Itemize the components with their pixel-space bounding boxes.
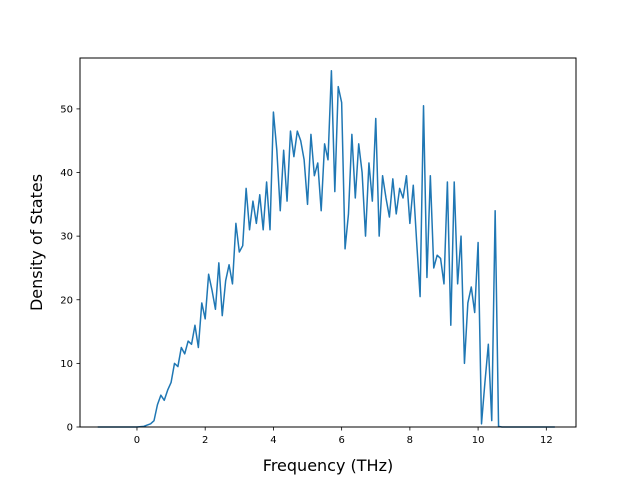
x-tick-label: 12 xyxy=(540,435,553,446)
y-tick-label: 30 xyxy=(60,232,73,243)
x-tick-label: 4 xyxy=(270,435,276,446)
x-tick-label: 8 xyxy=(407,435,413,446)
x-tick-label: 2 xyxy=(202,435,208,446)
y-axis-ticks: 0 10 20 30 40 50 xyxy=(60,104,80,434)
y-tick-label: 50 xyxy=(60,104,73,115)
x-tick-label: 0 xyxy=(134,435,140,446)
plot-area xyxy=(80,58,576,427)
plot-frame xyxy=(79,57,577,428)
x-axis-label: Frequency (THz) xyxy=(263,456,393,475)
y-tick-label: 20 xyxy=(60,295,73,306)
x-tick-label: 6 xyxy=(338,435,344,446)
y-tick-label: 10 xyxy=(60,359,73,370)
x-tick-label: 10 xyxy=(472,435,485,446)
dos-series-line xyxy=(97,69,555,428)
x-axis-ticks: 0 2 4 6 8 10 12 xyxy=(134,427,553,446)
y-tick-label: 40 xyxy=(60,168,73,179)
y-axis-label: Density of States xyxy=(27,174,46,311)
y-tick-label: 0 xyxy=(67,423,73,434)
